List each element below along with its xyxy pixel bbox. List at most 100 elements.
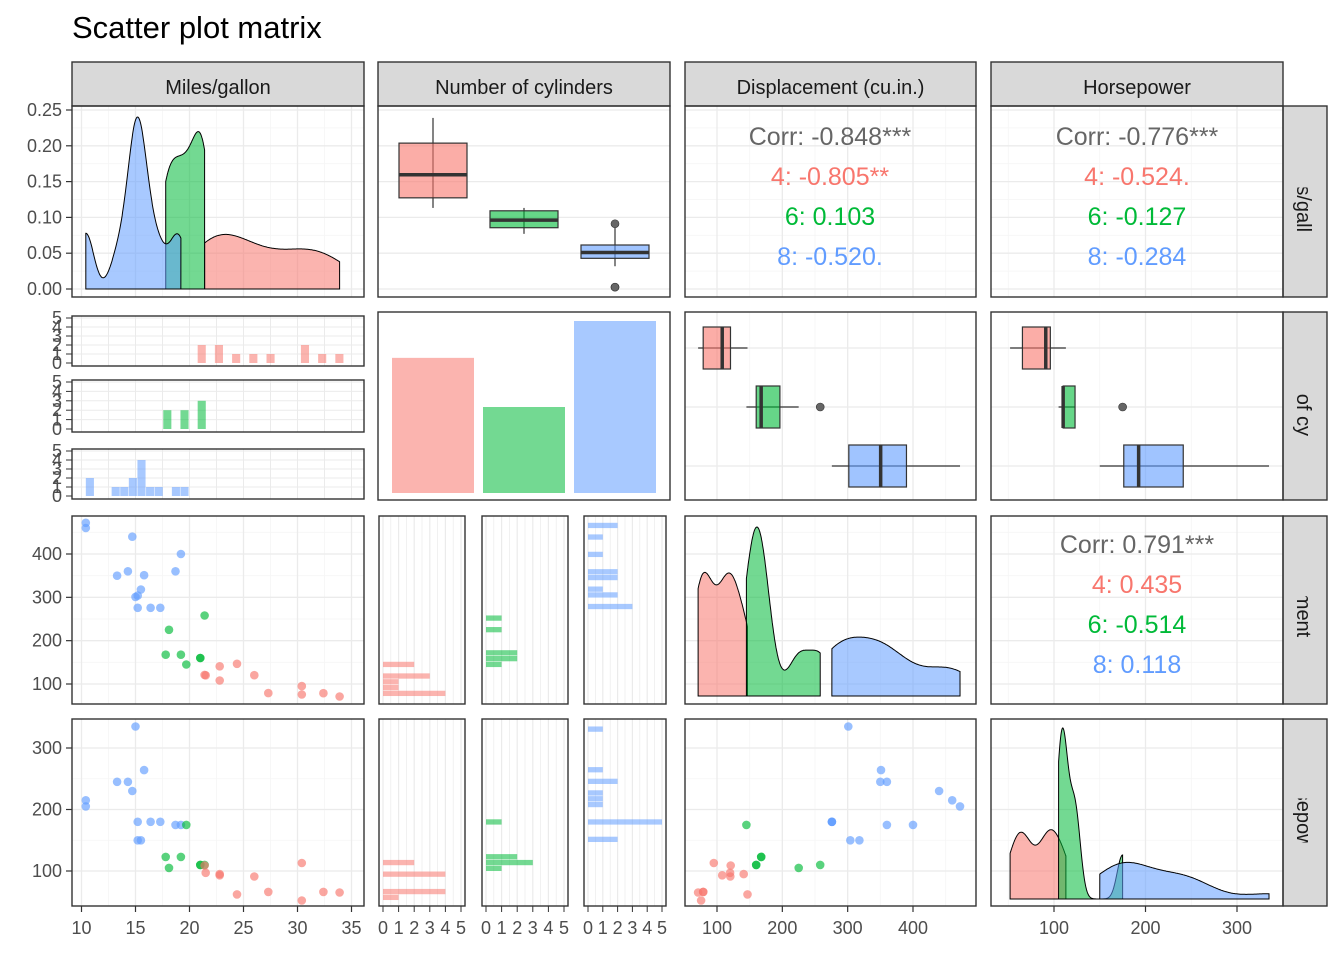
disp-hp-point-28 bbox=[876, 765, 886, 775]
y-axis-mpg-label-0: 0.00 bbox=[27, 279, 62, 299]
x-axis-mpg-label-2: 20 bbox=[179, 918, 199, 938]
mpg-density-8 bbox=[85, 116, 182, 290]
disp-hp-point-22 bbox=[846, 836, 855, 845]
y-axis-count-label-1-3: 3 bbox=[52, 391, 62, 411]
y-axis-count-label-2-0: 0 bbox=[52, 486, 62, 506]
disp-hist-bar-8-27 bbox=[588, 534, 603, 540]
mpg-box-4 bbox=[398, 142, 468, 199]
mpg-disp-point-19 bbox=[335, 692, 344, 701]
y-axis-mpg-label-4: 0.20 bbox=[27, 136, 62, 156]
disp-hist-bar-8-21 bbox=[588, 569, 618, 575]
panel-border-2-2 bbox=[684, 515, 977, 705]
panel-background-1-2 bbox=[685, 312, 976, 500]
disp-hp-point-4 bbox=[882, 820, 892, 830]
x-axis-count-label-2-4: 4 bbox=[642, 918, 652, 938]
mpg-disp-point-17 bbox=[319, 688, 328, 698]
column-strip-label-1: Number of cylinders bbox=[435, 77, 613, 99]
disp-hist-bar-8-29 bbox=[588, 522, 618, 529]
mpg-hp-point-20 bbox=[201, 868, 210, 878]
disp-hist-bar-6-6 bbox=[486, 655, 518, 662]
disp-hp-point-1 bbox=[751, 860, 761, 870]
mpg-hist-bar-8-3 bbox=[111, 487, 120, 496]
disp-hp-corr-3: 8: 0.118 bbox=[1093, 651, 1182, 679]
x-axis-mpg-label-4: 30 bbox=[287, 918, 307, 938]
mpg-disp-point-12 bbox=[156, 603, 165, 613]
mpg-hp-point-17 bbox=[319, 887, 328, 897]
disp-density-8 bbox=[831, 636, 961, 697]
x-axis-count-label-2-1: 1 bbox=[598, 918, 608, 938]
hp-hist-bar-8-13 bbox=[588, 819, 662, 825]
mpg-disp-point-27 bbox=[297, 681, 307, 691]
mpg-disp-point-1 bbox=[196, 653, 205, 663]
disp-hp-point-29 bbox=[742, 820, 751, 830]
hp-hist-bar-4-4 bbox=[383, 871, 446, 877]
disp-hp-point-6 bbox=[882, 777, 892, 787]
mpg-hp-point-26 bbox=[250, 872, 259, 881]
mpg-hp-point-30 bbox=[131, 722, 140, 731]
mpg-disp-point-7 bbox=[232, 659, 242, 669]
disp-box-4 bbox=[702, 326, 732, 370]
y-axis-hp-label-1: 200 bbox=[32, 800, 62, 820]
disp-hp-point-14 bbox=[955, 802, 965, 811]
hp-hist-bar-6-5 bbox=[486, 865, 502, 872]
mpg-density-4 bbox=[204, 233, 341, 290]
mpg-hp-point-6 bbox=[123, 777, 133, 787]
column-strip-label-0: Miles/gallon bbox=[165, 77, 271, 99]
disp-hp-corr-0: Corr: 0.791*** bbox=[1060, 531, 1215, 559]
mpg-hp-point-19 bbox=[335, 888, 344, 897]
y-axis-mpg-label-5: 0.25 bbox=[27, 100, 62, 120]
row-strip-label-0: Miles/gallon bbox=[1292, 149, 1314, 255]
x-axis-mpg-label-0: 10 bbox=[71, 918, 91, 938]
panel-background-2-0 bbox=[72, 516, 364, 704]
mpg-hp-point-18 bbox=[297, 896, 307, 905]
mpg-hist-bar-8-7 bbox=[146, 487, 155, 496]
panel-background-0-1 bbox=[378, 106, 670, 297]
disp-density-4 bbox=[697, 571, 749, 697]
x-axis-count-label-0-1: 1 bbox=[394, 918, 404, 938]
disp-hp-point-25 bbox=[699, 887, 708, 897]
mpg-box-outlier-8-1 bbox=[610, 282, 620, 292]
hp-hist-panel-8 bbox=[583, 718, 667, 907]
disp-hp-point-16 bbox=[934, 786, 944, 796]
disp-hist-bar-4-0 bbox=[383, 690, 446, 697]
disp-hist-bar-4-3 bbox=[383, 673, 430, 679]
y-axis-count-label-2-3: 3 bbox=[52, 459, 62, 479]
disp-hist-bar-6-5 bbox=[486, 661, 502, 668]
x-axis-disp-label-2: 300 bbox=[833, 918, 863, 938]
mpg-disp-point-16 bbox=[128, 532, 137, 541]
mpg-hist-bar-4-15 bbox=[214, 345, 223, 363]
disp-hp-point-23 bbox=[876, 777, 885, 787]
panel-border-3-2 bbox=[684, 718, 977, 907]
x-axis-hp-label-2: 300 bbox=[1222, 918, 1252, 938]
hp-density-4 bbox=[1009, 829, 1067, 900]
mpg-hp-corr-3: 8: -0.284 bbox=[1088, 243, 1187, 271]
mpg-hist-bar-8-10 bbox=[171, 487, 180, 496]
hp-hist-bar-8-17 bbox=[588, 796, 603, 802]
mpg-hist-bar-4-13 bbox=[197, 345, 206, 363]
mpg-disp-point-23 bbox=[112, 571, 122, 580]
x-axis-count-label-1-5: 5 bbox=[559, 918, 569, 938]
disp-hp-point-3 bbox=[815, 860, 825, 870]
y-axis-count-label-1-1: 1 bbox=[52, 410, 62, 430]
disp-hp-point-27 bbox=[709, 858, 719, 868]
x-axis-count-label-0-2: 2 bbox=[409, 918, 419, 938]
disp-hp-point-8 bbox=[739, 869, 748, 879]
disp-box-outlier-6-0 bbox=[815, 402, 825, 412]
mpg-disp-point-26 bbox=[250, 670, 259, 680]
y-axis-count-label-2-5: 5 bbox=[52, 441, 62, 461]
row-strip-label-3: Horsepower bbox=[1292, 759, 1314, 867]
hp-hist-panel-4 bbox=[378, 718, 466, 907]
disp-hp-point-18 bbox=[696, 896, 706, 905]
panel-border-3-3 bbox=[990, 718, 1284, 907]
x-axis-mpg-label-3: 25 bbox=[233, 918, 253, 938]
y-axis-count-label-1-2: 2 bbox=[52, 400, 62, 420]
mpg-disp-corr-3: 8: -0.520. bbox=[777, 243, 883, 271]
mpg-hp-point-22 bbox=[133, 836, 142, 845]
mpg-hist-bar-8-5 bbox=[128, 478, 137, 496]
disp-hp-point-21 bbox=[855, 836, 864, 845]
disp-hist-bar-6-13 bbox=[486, 615, 502, 621]
disp-hist-bar-8-17 bbox=[588, 592, 618, 598]
mpg-hp-point-16 bbox=[128, 786, 137, 796]
mpg-disp-point-2 bbox=[215, 676, 224, 685]
